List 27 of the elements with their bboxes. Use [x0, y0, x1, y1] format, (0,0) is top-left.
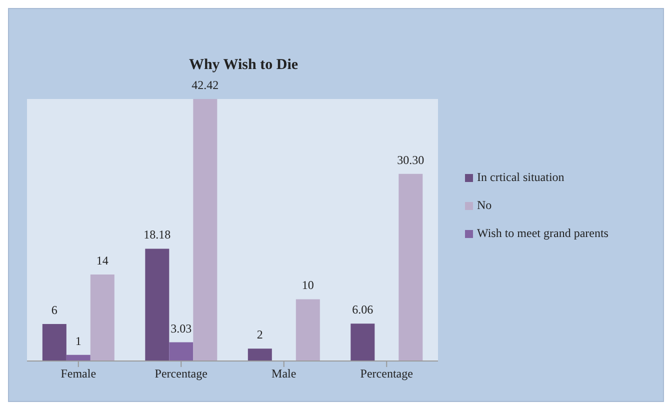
- x-tick-label: Percentage: [154, 366, 208, 381]
- x-tick-label: Male: [272, 366, 296, 381]
- chart-title: Why Wish to Die: [188, 57, 300, 74]
- bar: [42, 324, 66, 361]
- x-tick-label: Female: [60, 366, 96, 381]
- data-label: 2: [256, 328, 263, 342]
- data-label: 42.42: [192, 78, 219, 92]
- bar: [145, 248, 170, 361]
- legend-label: No: [477, 198, 492, 212]
- data-label: 6: [51, 302, 58, 317]
- data-label: 14: [96, 254, 108, 268]
- data-label: 1: [75, 334, 82, 348]
- bar: [169, 342, 194, 361]
- bar: [90, 274, 114, 361]
- bar: [350, 324, 375, 361]
- bar: [296, 299, 320, 361]
- legend-label: In crtical situation: [477, 170, 564, 184]
- bar: [398, 174, 423, 361]
- data-label: 3.03: [170, 321, 192, 336]
- data-label: 30.30: [397, 152, 424, 167]
- data-label: 6.06: [352, 302, 374, 317]
- x-tick-label: Percentage: [360, 366, 413, 381]
- legend-label: Wish to meet grand parents: [477, 226, 608, 240]
- bar: [193, 99, 218, 361]
- data-label: 18.18: [144, 228, 171, 242]
- data-label: 10: [302, 278, 314, 292]
- bar: [248, 348, 272, 361]
